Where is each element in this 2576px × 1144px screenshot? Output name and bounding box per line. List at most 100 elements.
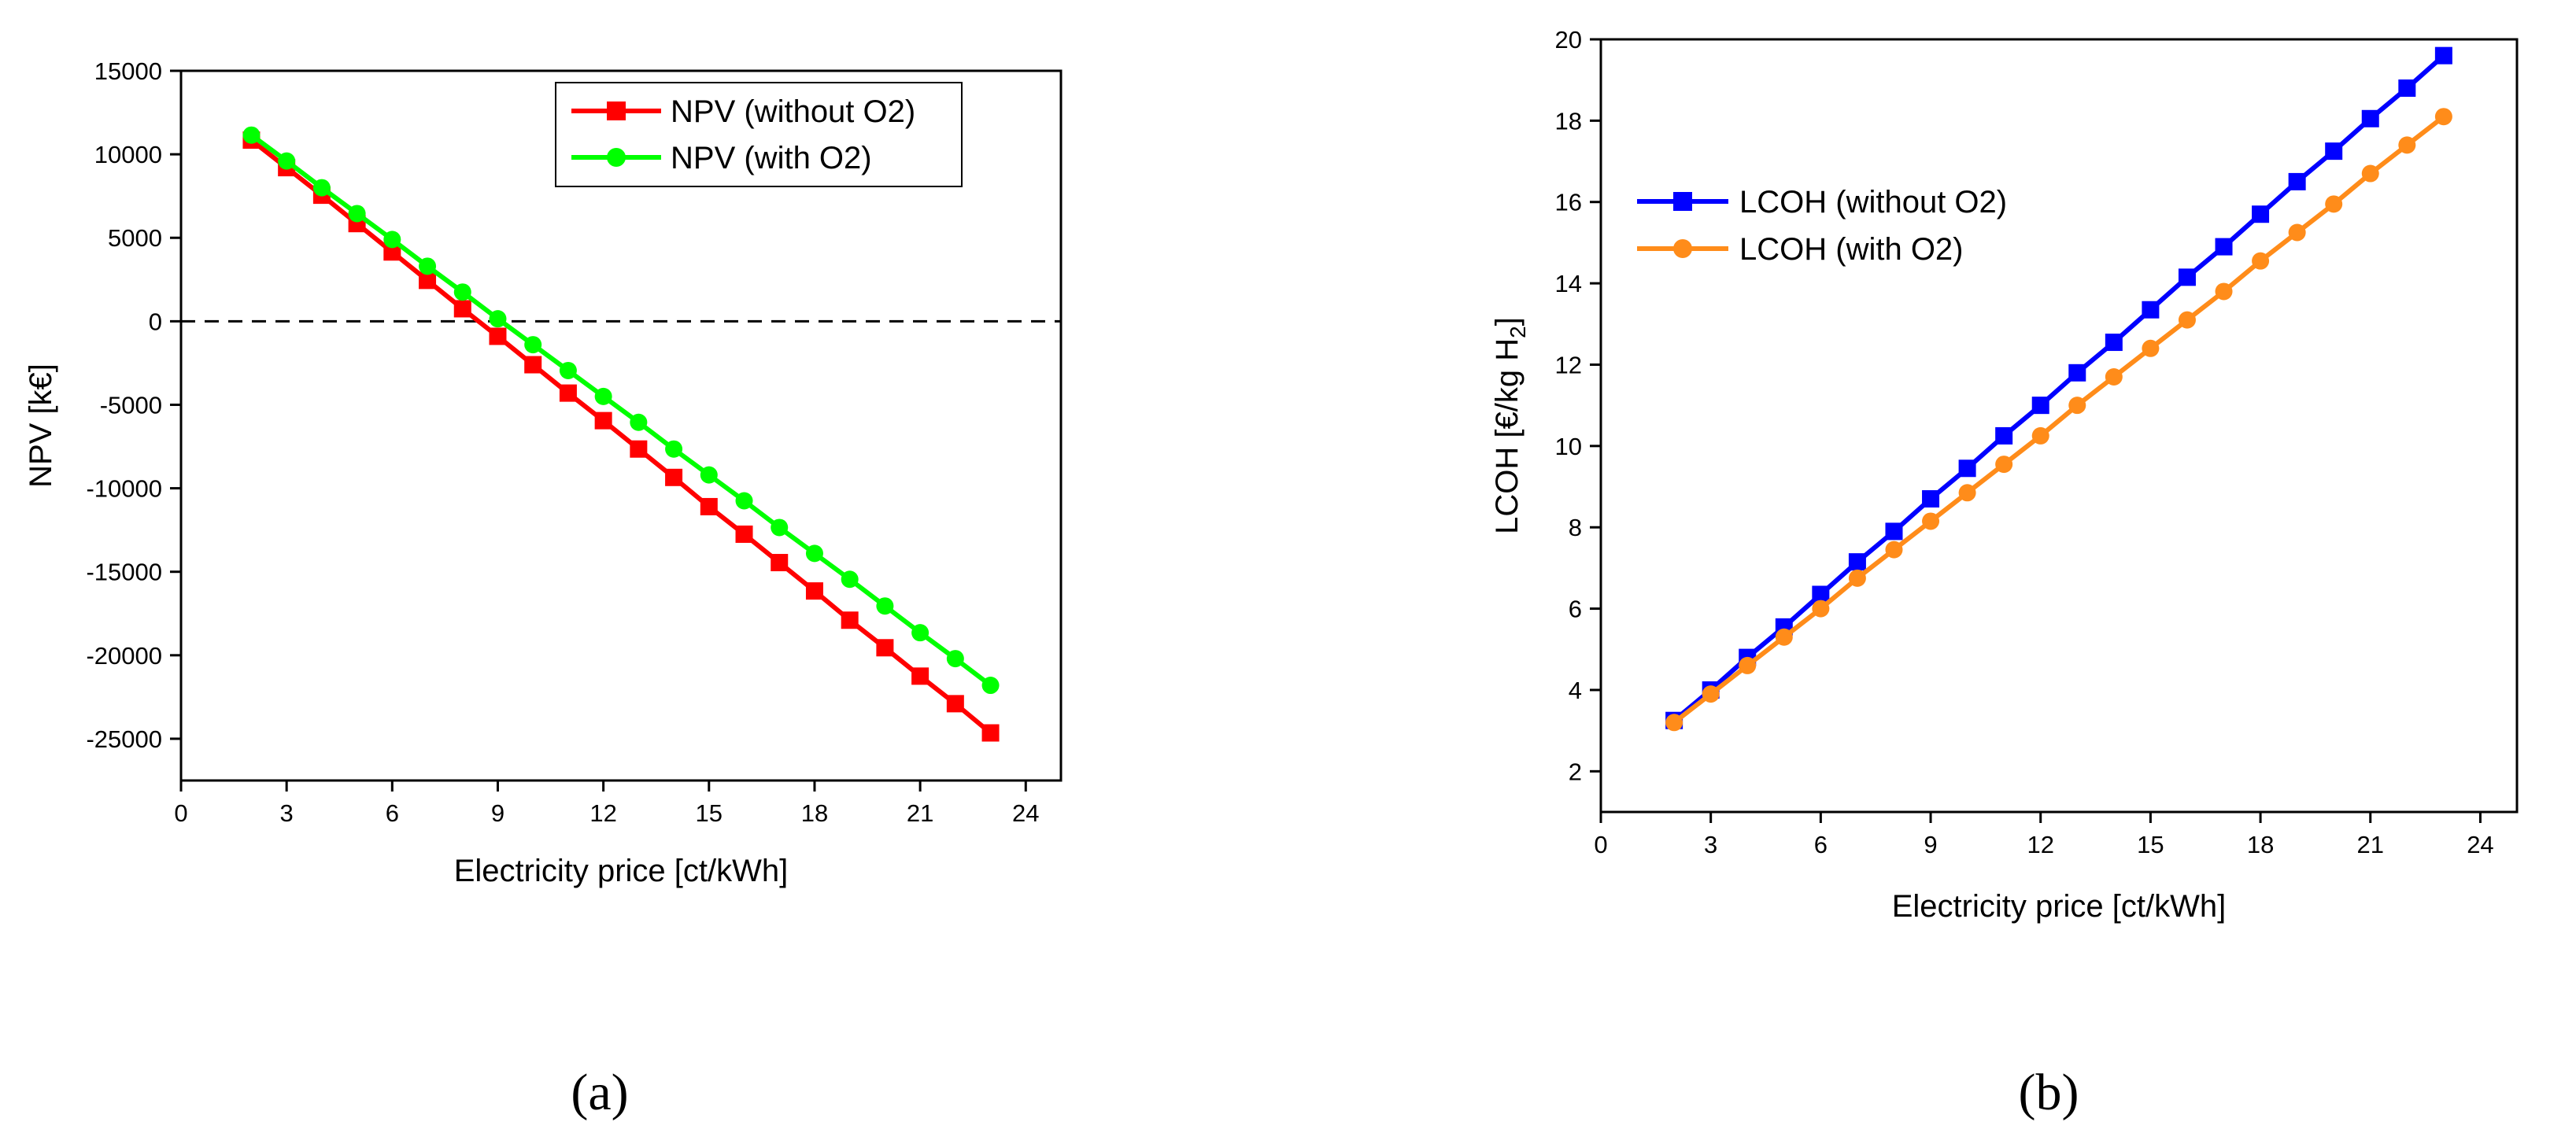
data-point-square: [1995, 426, 2013, 445]
data-point-circle: [278, 152, 296, 170]
data-point-square: [2215, 238, 2233, 256]
y-axis-title: NPV [k€]: [24, 363, 58, 488]
data-point-square: [735, 525, 753, 543]
y-tick-label: -15000: [86, 559, 162, 586]
data-point-square: [419, 271, 437, 290]
x-tick-label: 21: [2357, 831, 2384, 858]
data-point-square: [2031, 397, 2049, 415]
data-point-square: [1848, 553, 1866, 571]
series-line-0: [249, 138, 992, 735]
data-point-circle: [453, 283, 471, 301]
legend-marker-circle: [1673, 239, 1692, 258]
data-point-square: [981, 724, 1000, 742]
y-axis-title: LCOH [€/kg H2]: [1490, 317, 1530, 534]
data-point-circle: [2068, 397, 2086, 415]
data-point-circle: [2105, 367, 2123, 386]
data-point-square: [1812, 585, 1830, 603]
data-point-circle: [2361, 164, 2379, 183]
data-point-circle: [559, 361, 577, 379]
data-point-circle: [735, 492, 753, 510]
x-tick-label: 3: [280, 799, 294, 827]
y-tick-label: 0: [149, 308, 162, 335]
data-point-circle: [700, 466, 718, 484]
legend-label-npv-without-o2: NPV (without O2): [671, 94, 915, 129]
x-tick-label: 15: [2137, 831, 2164, 858]
x-tick-label: 0: [174, 799, 187, 827]
x-tick-label: 9: [1924, 831, 1937, 858]
data-point-circle: [1995, 456, 2013, 474]
x-axis-ticks: 0 3 6 9 12 15 18 21 24: [1594, 812, 2494, 858]
x-tick-label: 0: [1594, 831, 1607, 858]
legend-label-npv-with-o2: NPV (with O2): [671, 141, 872, 175]
data-point-circle: [2252, 252, 2270, 270]
y-tick-label: -10000: [86, 475, 162, 503]
data-point-circle: [630, 413, 648, 431]
data-point-circle: [805, 544, 823, 563]
x-tick-label: 15: [696, 799, 723, 827]
data-point-square: [1922, 490, 1940, 508]
y-tick-label: 10000: [94, 141, 162, 168]
data-point-circle: [2325, 195, 2343, 213]
data-point-square: [2398, 79, 2416, 98]
legend: LCOH (without O2) LCOH (with O2): [1637, 185, 2007, 267]
data-point-circle: [2434, 108, 2452, 126]
x-tick-label: 24: [2467, 831, 2493, 858]
data-point-square: [630, 440, 648, 458]
y-tick-label: 12: [1555, 351, 1582, 378]
data-point-circle: [1665, 714, 1683, 732]
data-point-circle: [1739, 656, 1757, 674]
series-group: [242, 126, 1000, 742]
x-tick-label: 3: [1704, 831, 1717, 858]
data-point-circle: [981, 677, 1000, 695]
data-point-square: [453, 300, 471, 318]
y-axis-ticks: 20 18 16 14 12 10 8 6 4 2: [1555, 26, 1601, 785]
data-point-square: [1885, 522, 1903, 541]
panel-label-a: (a): [571, 1064, 628, 1121]
y-tick-label: 18: [1555, 107, 1582, 135]
data-point-circle: [2142, 339, 2160, 357]
y-axis-title-suffix: ]: [1490, 317, 1525, 326]
data-point-square: [805, 582, 823, 600]
data-point-square: [665, 468, 683, 486]
data-point-square: [524, 356, 542, 374]
x-tick-label: 18: [2247, 831, 2274, 858]
data-point-square: [2434, 46, 2452, 65]
x-tick-label: 6: [386, 799, 399, 827]
legend-label-lcoh-without-o2: LCOH (without O2): [1739, 185, 2007, 220]
data-point-square: [1958, 459, 1976, 478]
data-point-circle: [1702, 685, 1720, 703]
data-point-circle: [2178, 311, 2196, 329]
data-point-square: [771, 554, 789, 572]
x-tick-label: 6: [1814, 831, 1828, 858]
x-tick-label: 21: [907, 799, 933, 827]
x-tick-label: 12: [2027, 831, 2053, 858]
plot-frame: [179, 69, 1063, 782]
data-point-square: [383, 243, 401, 261]
x-tick-label: 18: [801, 799, 828, 827]
data-point-circle: [312, 179, 331, 197]
data-point-circle: [1885, 541, 1903, 559]
data-point-circle: [771, 518, 789, 537]
legend-marker-circle: [607, 148, 626, 167]
data-point-circle: [489, 310, 507, 328]
data-point-circle: [419, 257, 437, 275]
data-point-square: [594, 411, 612, 430]
y-tick-label: 4: [1569, 677, 1582, 704]
data-point-square: [911, 667, 930, 685]
data-point-circle: [665, 440, 683, 458]
data-point-circle: [2398, 136, 2416, 154]
chart-panel-npv: 0 3 6 9 12 15 18 21 24 15000 10000 5000 0 -5000 -1000…: [24, 57, 1063, 1121]
legend-label-lcoh-with-o2: LCOH (with O2): [1739, 232, 1964, 267]
data-point-square: [2105, 334, 2123, 352]
data-point-circle: [524, 336, 542, 354]
y-tick-label: 15000: [94, 57, 162, 85]
data-point-circle: [1958, 484, 1976, 502]
data-point-circle: [1775, 628, 1793, 646]
data-point-circle: [1848, 569, 1866, 587]
data-point-circle: [1812, 600, 1830, 618]
y-axis-ticks: 15000 10000 5000 0 -5000 -10000 -15000 -20000 -2…: [86, 57, 181, 753]
data-point-circle: [1922, 512, 1940, 530]
y-tick-label: 14: [1555, 270, 1582, 297]
data-point-circle: [946, 650, 964, 668]
